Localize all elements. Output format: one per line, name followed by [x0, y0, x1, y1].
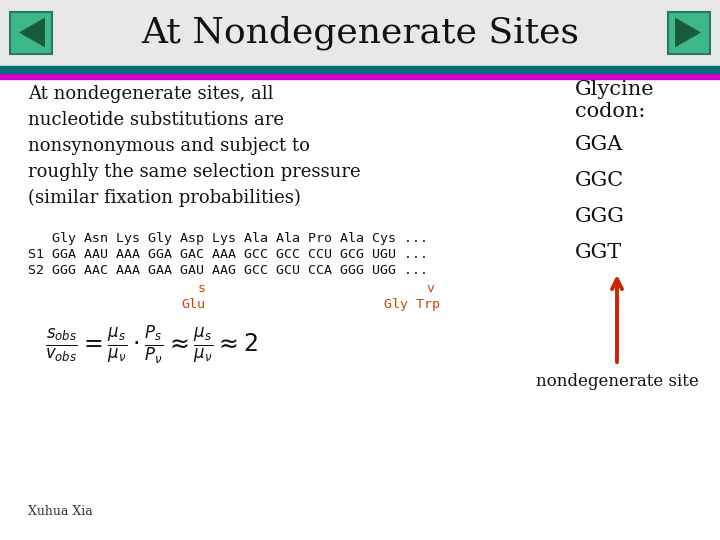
Text: Gly Asn Lys Gly Asp Lys Ala Ala Pro Ala Cys ...: Gly Asn Lys Gly Asp Lys Ala Ala Pro Ala … — [28, 232, 428, 245]
Text: Gly Trp: Gly Trp — [384, 298, 440, 311]
Bar — [10, 11, 52, 53]
Polygon shape — [19, 17, 45, 48]
Text: S1 GGA AAU AAA GGA GAC AAA GCC GCC CCU GCG UGU ...: S1 GGA AAU AAA GGA GAC AAA GCC GCC CCU G… — [28, 248, 428, 261]
Text: nonsynonymous and subject to: nonsynonymous and subject to — [28, 137, 310, 155]
Bar — [0, 74, 720, 79]
Text: nondegenerate site: nondegenerate site — [536, 373, 698, 390]
Polygon shape — [675, 17, 701, 48]
Text: codon:: codon: — [575, 102, 645, 121]
Text: At Nondegenerate Sites: At Nondegenerate Sites — [141, 15, 579, 50]
Text: Xuhua Xia: Xuhua Xia — [28, 505, 93, 518]
Text: At nondegenerate sites, all: At nondegenerate sites, all — [28, 85, 274, 103]
Text: roughly the same selection pressure: roughly the same selection pressure — [28, 163, 361, 181]
Text: Glu: Glu — [181, 298, 205, 311]
Text: (similar fixation probabilities): (similar fixation probabilities) — [28, 189, 301, 207]
Text: GGT: GGT — [575, 243, 622, 262]
Bar — [668, 11, 710, 53]
Text: v: v — [426, 282, 434, 295]
Text: $\frac{s_{obs}}{v_{obs}} = \frac{\mu_s}{\mu_\nu} \cdot \frac{P_s}{P_\nu} \approx: $\frac{s_{obs}}{v_{obs}} = \frac{\mu_s}{… — [45, 323, 258, 367]
Bar — [0, 0, 720, 65]
Text: GGG: GGG — [575, 207, 625, 226]
Text: Glycine: Glycine — [575, 80, 654, 99]
Text: GGA: GGA — [575, 135, 624, 154]
Text: S2 GGG AAC AAA GAA GAU AAG GCC GCU CCA GGG UGG ...: S2 GGG AAC AAA GAA GAU AAG GCC GCU CCA G… — [28, 264, 428, 277]
Bar — [0, 66, 720, 74]
Text: s: s — [198, 282, 206, 295]
Text: GGC: GGC — [575, 171, 624, 190]
Text: nucleotide substitutions are: nucleotide substitutions are — [28, 111, 284, 129]
